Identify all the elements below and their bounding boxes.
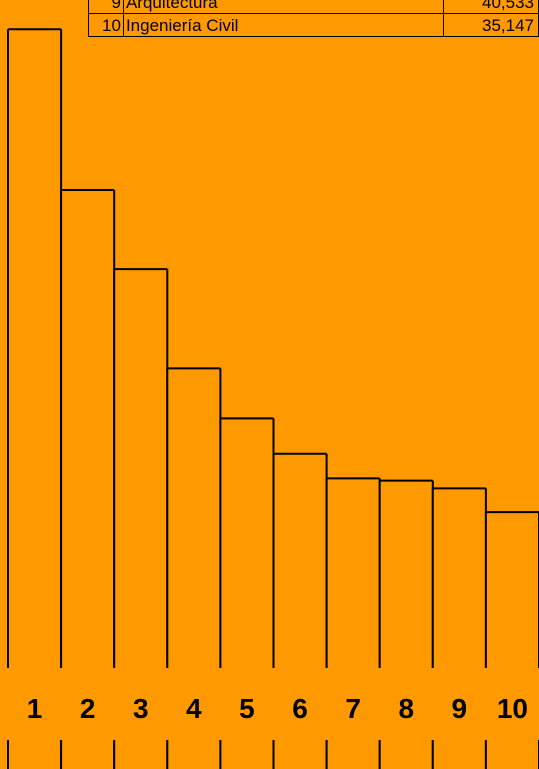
- category-label: 2: [80, 693, 96, 724]
- table-cell-rank: 9: [88, 0, 124, 14]
- category-label: 3: [133, 693, 149, 724]
- category-label: 4: [186, 693, 202, 724]
- bar-9: [431, 487, 487, 769]
- bar-7: [325, 477, 381, 769]
- category-label: 5: [239, 693, 255, 724]
- bar-8: [378, 479, 434, 769]
- bar-1: [7, 28, 63, 769]
- table-cell-name: Arquitectura: [122, 0, 445, 14]
- table-cell-amount: 40,533: [443, 0, 539, 14]
- bar-fill: [61, 189, 115, 769]
- table-cell-rank: 10: [88, 13, 124, 37]
- table-row: 10 Ingeniería Civil 35,147: [88, 13, 539, 37]
- category-label: 7: [345, 693, 361, 724]
- bar-fill: [8, 29, 62, 769]
- category-label: 1: [27, 693, 43, 724]
- category-label: 9: [452, 693, 468, 724]
- bars-layer: [7, 28, 539, 769]
- bar-fill: [432, 488, 486, 769]
- bar-fill: [220, 418, 274, 769]
- bar-10: [484, 511, 539, 769]
- category-label: 8: [398, 693, 414, 724]
- table-row: 9 Arquitectura 40,533: [88, 0, 539, 14]
- table-cell-name: Ingeniería Civil: [122, 13, 445, 37]
- category-labels: 1 2 3 4 5 6 7 8 9 10: [27, 693, 528, 724]
- bar-fill: [485, 512, 539, 769]
- category-label: 10: [497, 693, 528, 724]
- bar-fill: [273, 453, 327, 769]
- table-cell-amount: 35,147: [443, 13, 539, 37]
- bar-fill: [167, 368, 221, 769]
- bar-fill: [326, 478, 380, 769]
- bar-2: [60, 188, 116, 769]
- data-table: 9 Arquitectura 40,533 10 Ingeniería Civi…: [88, 0, 539, 37]
- bar-fill: [379, 480, 433, 769]
- bar-fill: [114, 269, 168, 769]
- bar-5: [219, 417, 275, 769]
- category-label: 6: [292, 693, 308, 724]
